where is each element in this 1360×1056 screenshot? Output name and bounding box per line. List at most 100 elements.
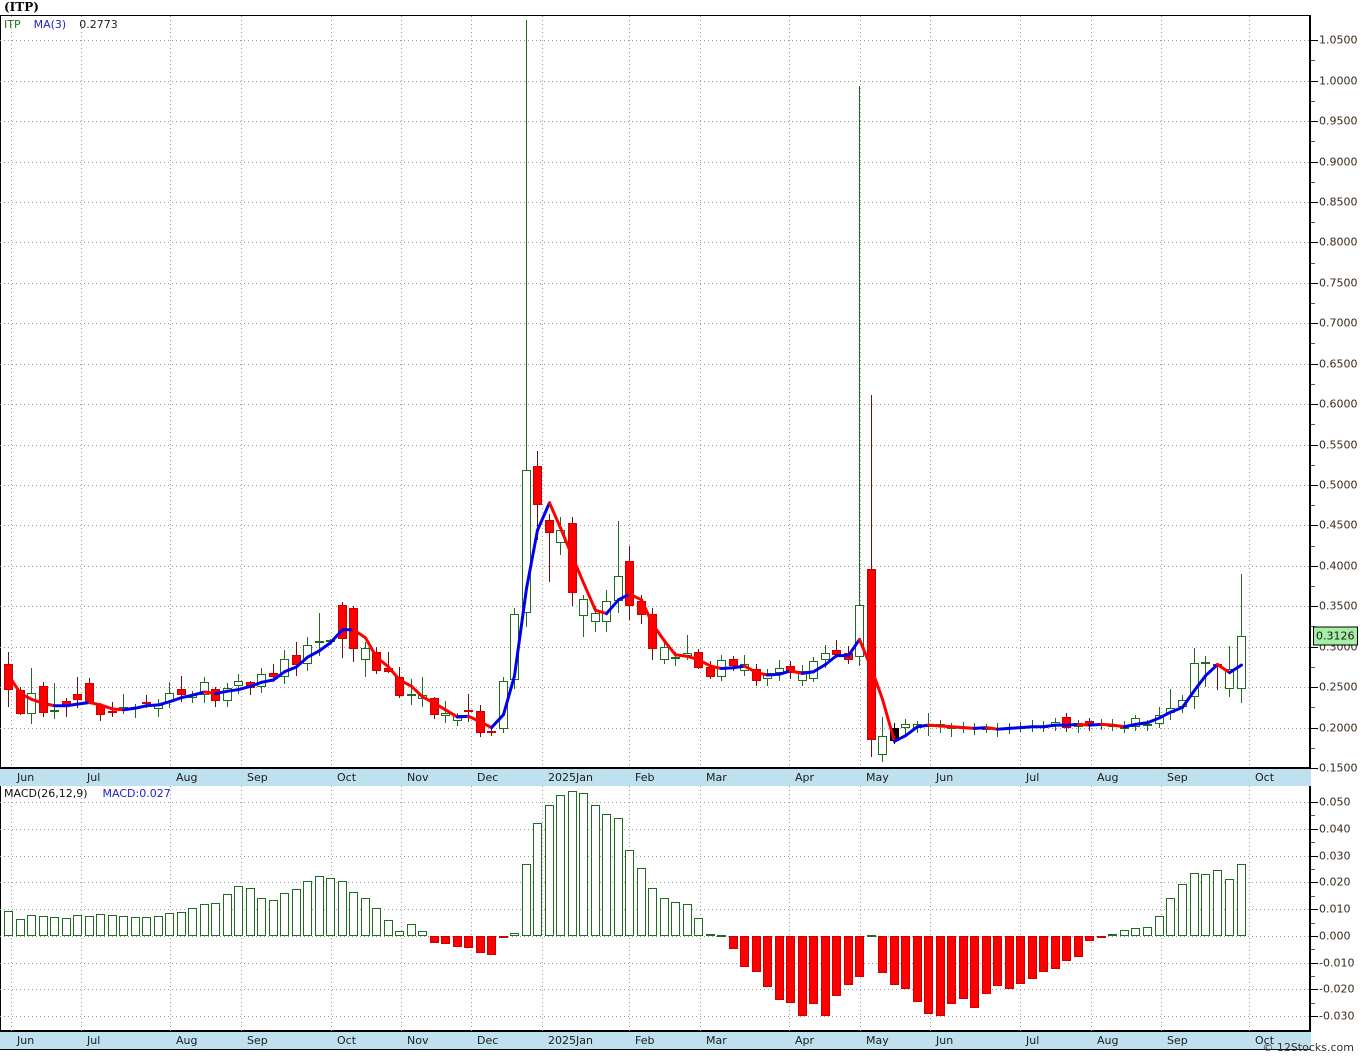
gridline-v (930, 16, 931, 768)
macd-bar (476, 935, 485, 953)
x-axis-month-label: May (866, 771, 889, 784)
price-x-axis[interactable]: Jun Jul Aug Sep Oct Nov Dec 2025Jan Feb Mar Apr May… (0, 768, 1311, 787)
macd-bar (602, 814, 611, 936)
axis-tick (1311, 989, 1318, 990)
candle-body (188, 695, 197, 698)
candle-body (671, 657, 680, 660)
gridline-v (11, 786, 12, 1031)
macd-bar (200, 903, 209, 936)
macd-bar (499, 935, 508, 939)
macd-bar (303, 881, 312, 936)
candle-body (16, 690, 25, 714)
candle-body (1051, 721, 1060, 726)
macd-bar (878, 935, 887, 974)
axis-minor-tick (1311, 384, 1315, 385)
candle-body (890, 728, 899, 742)
price-y-axis[interactable]: 1.0500 1.0000 0.9500 0.9000 0.8500 0.8000 0.75… (1311, 16, 1360, 775)
macd-bar (786, 935, 795, 1003)
macd-bar (441, 935, 450, 944)
candle-body (568, 522, 577, 594)
axis-tick (1311, 525, 1318, 526)
macd-bar (280, 893, 289, 936)
macd-y-axis[interactable]: 0.050 0.040 0.030 0.020 0.010 0.000 -0.010 -0.0… (1311, 786, 1360, 1031)
candle-body (1039, 725, 1048, 728)
candle-body (1237, 636, 1246, 689)
candle-wick (468, 693, 469, 722)
macd-bar (1097, 935, 1106, 938)
gridline-h (0, 856, 1309, 857)
candle-body (154, 704, 163, 709)
gridline-v (1161, 786, 1162, 1031)
candle-body (315, 641, 324, 644)
macd-bar (1155, 915, 1164, 936)
macd-bar (1213, 870, 1222, 936)
axis-tick-label: 0.8500 (1319, 195, 1358, 209)
gridline-v (401, 16, 402, 768)
macd-indicator-label: MACD(26,12,9) (4, 787, 88, 800)
candle-body (73, 693, 82, 701)
axis-minor-tick (1311, 343, 1315, 344)
gridline-v (1020, 16, 1021, 768)
gridline-h (0, 121, 1309, 122)
macd-bar (809, 935, 818, 1005)
candle-body (108, 710, 117, 713)
title-divider (0, 15, 1311, 16)
candle-body (361, 648, 370, 660)
candle-body (648, 614, 657, 650)
candle-body (717, 659, 726, 677)
macd-bar (648, 887, 657, 936)
axis-tick-label: 0.2000 (1319, 721, 1358, 735)
copyright-footer: © 12Stocks.com (1262, 1041, 1354, 1054)
candle-body (660, 646, 669, 660)
ma-segment (76, 701, 91, 706)
legend-symbol: ITP (4, 18, 21, 31)
candle-body (533, 466, 542, 506)
gridline-v (170, 786, 171, 1031)
macd-bar (671, 902, 680, 936)
x-axis-month-label: May (866, 1034, 889, 1047)
macd-bar (775, 935, 784, 1000)
axis-tick-label: 0.1500 (1319, 761, 1358, 775)
candle-body (257, 674, 266, 688)
macd-bar (1131, 928, 1140, 936)
x-axis-month-label: 2025Jan (548, 771, 593, 784)
gridline-h (0, 687, 1309, 688)
macd-bar (1120, 930, 1129, 936)
macd-bar (982, 935, 991, 994)
axis-tick (1311, 323, 1318, 324)
gridline-h (0, 323, 1309, 324)
macd-bar (556, 795, 565, 936)
gridline-h (0, 963, 1309, 964)
x-axis-month-label: Feb (635, 771, 655, 784)
candle-body (349, 607, 358, 650)
macd-x-axis[interactable]: Jun Jul Aug Sep Oct Nov Dec 2025Jan Feb Mar Apr May… (0, 1031, 1311, 1050)
macd-bar (372, 907, 381, 936)
x-axis-month-label: Sep (247, 771, 268, 784)
candle-body (1028, 725, 1037, 728)
macd-bar (73, 915, 82, 936)
macd-bar (591, 804, 600, 936)
x-axis-month-label: Sep (247, 1034, 268, 1047)
x-axis-month-label: Dec (477, 771, 499, 784)
current-price-tag: 0.3126 (1313, 626, 1358, 646)
x-axis-month-label: Oct (1255, 1034, 1275, 1047)
x-axis-month-label: Nov (407, 1034, 429, 1047)
axis-minor-tick (1311, 748, 1315, 749)
candle-body (832, 649, 841, 655)
candle-wick (1078, 720, 1079, 734)
macd-bar (50, 917, 59, 936)
macd-bar (1005, 935, 1014, 990)
macd-legend: MACD(26,12,9) MACD:0.027 (4, 787, 171, 800)
macd-bar (177, 911, 186, 936)
gridline-v (629, 16, 630, 768)
axis-tick (1311, 485, 1318, 486)
macd-bar (579, 792, 588, 936)
gridline-v (1249, 786, 1250, 1031)
macd-bar (717, 935, 726, 938)
candle-body (395, 677, 404, 697)
candle-body (4, 663, 13, 691)
macd-bar (625, 850, 634, 936)
candle-wick (422, 677, 423, 708)
candle-wick (319, 612, 320, 656)
candle-wick (687, 634, 688, 660)
